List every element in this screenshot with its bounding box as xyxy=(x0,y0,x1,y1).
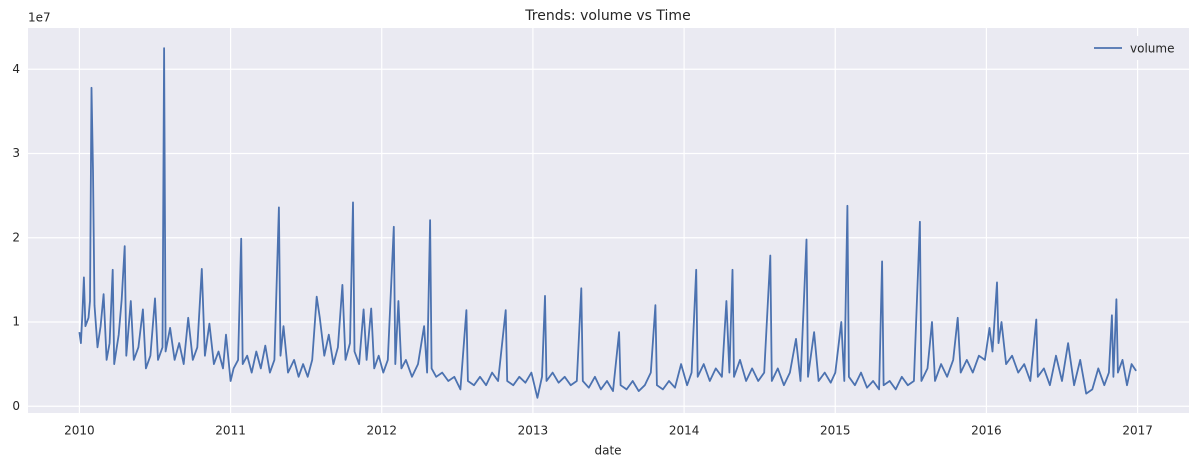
y-tick-label: 4 xyxy=(12,62,20,76)
plot-area xyxy=(28,28,1189,413)
x-tick-label: 2016 xyxy=(971,424,1002,438)
x-tick-label: 2013 xyxy=(518,424,549,438)
x-tick-label: 2010 xyxy=(64,424,95,438)
y-tick-label: 2 xyxy=(12,230,20,244)
x-tick-label: 2014 xyxy=(669,424,700,438)
x-tick-label: 2015 xyxy=(820,424,851,438)
x-tick-label: 2012 xyxy=(366,424,397,438)
y-tick-label: 1 xyxy=(12,315,20,329)
y-tick-label: 3 xyxy=(12,146,20,160)
x-tick-label: 2011 xyxy=(215,424,246,438)
y-tick-label: 0 xyxy=(12,399,20,413)
y-offset-label: 1e7 xyxy=(28,11,51,25)
x-axis-label: date xyxy=(594,444,621,458)
legend-label: volume xyxy=(1130,42,1174,56)
chart-title: Trends: volume vs Time xyxy=(524,8,690,24)
x-tick-label: 2017 xyxy=(1122,424,1153,438)
data-line xyxy=(78,47,1137,399)
